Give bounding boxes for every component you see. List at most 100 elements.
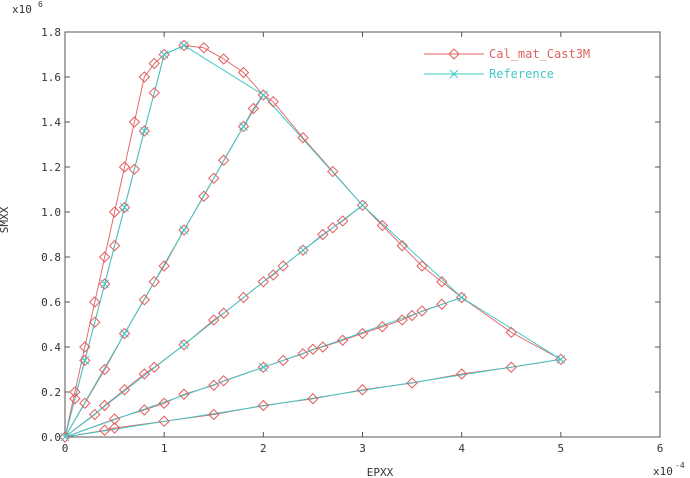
diamond-marker: [98, 278, 111, 290]
diamond-marker: [307, 393, 319, 405]
diamond-marker: [69, 386, 81, 398]
diamond-marker: [208, 379, 220, 391]
diamond-marker: [416, 260, 428, 272]
x-tick-label: 3: [359, 442, 366, 455]
diamond-marker: [277, 260, 289, 272]
diamond-marker: [138, 125, 151, 137]
diamond-marker: [376, 321, 389, 333]
series-group: [64, 44, 562, 438]
y-tick-label: 1.6: [41, 71, 61, 84]
diamond-marker: [108, 206, 121, 218]
diamond-marker: [208, 172, 220, 184]
x-tick-label: 5: [558, 442, 565, 455]
diamond-marker: [138, 71, 151, 83]
series-line: [64, 54, 165, 438]
diamond-marker: [406, 377, 418, 389]
diamond-marker: [455, 291, 468, 304]
diamond-marker: [217, 375, 230, 387]
diamond-marker: [237, 291, 250, 304]
diamond-marker: [158, 415, 170, 427]
y-multiplier-base: x10: [12, 3, 32, 16]
diamond-marker: [237, 66, 250, 79]
diamond-marker: [158, 48, 170, 61]
diamond-marker: [257, 361, 270, 373]
diamond-marker: [89, 408, 101, 421]
diamond-marker: [356, 199, 369, 211]
diamond-marker: [89, 316, 101, 328]
legend-label-reference: Reference: [489, 67, 554, 81]
x-tick-label: 4: [458, 442, 465, 455]
diamond-marker: [98, 399, 111, 412]
diamond-marker: [327, 222, 339, 234]
diamond-marker: [317, 341, 329, 353]
legend-marker-diamond: [448, 48, 460, 60]
diamond-marker: [217, 53, 230, 65]
diamond-marker: [128, 116, 141, 128]
diamond-marker: [356, 327, 369, 340]
diamond-marker: [257, 399, 270, 412]
series-markers: [59, 39, 567, 443]
cross-marker: [179, 225, 189, 235]
diamond-marker: [108, 422, 121, 434]
y-multiplier: x10 6: [12, 0, 43, 16]
diamond-marker: [208, 314, 220, 326]
x-tick-label: 2: [260, 442, 267, 455]
diamond-marker: [79, 341, 91, 353]
diamond-marker: [297, 244, 309, 256]
cross-marker: [120, 203, 129, 212]
diamond-marker: [356, 384, 369, 396]
diamond-marker: [247, 102, 260, 115]
diamond-marker: [198, 190, 210, 202]
diamond-marker: [118, 384, 131, 396]
diamond-marker: [98, 424, 111, 436]
diamond-marker: [108, 240, 121, 252]
diamond-marker: [118, 201, 131, 214]
x-multiplier-exponent: -4: [675, 461, 685, 470]
diamond-marker: [297, 348, 309, 360]
cross-marker: [457, 293, 467, 302]
diamond-marker: [118, 161, 131, 173]
axis-ticks: 0 1 2 3 4 5 6 0.0 0.2 0.4 0.6 0.8 1.0 1.2 1.4 1.6 1.8: [41, 26, 663, 455]
cross-marker: [358, 200, 367, 210]
legend: Cal_mat_Cast3M Reference: [424, 47, 590, 81]
cross-marker: [159, 50, 169, 59]
diamond-marker: [108, 413, 121, 425]
diamond-marker: [89, 296, 101, 308]
y-tick-label: 0.0: [41, 431, 61, 444]
diamond-marker: [416, 305, 428, 317]
diamond-marker: [277, 354, 289, 367]
cross-marker: [120, 329, 129, 338]
diamond-marker: [336, 334, 349, 346]
diamond-marker: [158, 260, 170, 272]
diamond-marker: [406, 309, 418, 322]
diamond-marker: [217, 307, 230, 319]
cross-marker: [449, 69, 459, 79]
diamond-marker: [178, 39, 190, 52]
diamond-marker: [98, 251, 111, 263]
cross-marker: [298, 245, 308, 255]
diamond-marker: [237, 120, 250, 133]
cross-marker: [60, 432, 70, 442]
x-tick-label: 6: [657, 442, 664, 455]
diamond-marker: [376, 219, 389, 232]
diamond-marker: [257, 89, 270, 101]
y-tick-label: 1.8: [41, 26, 61, 39]
diamond-marker: [138, 294, 151, 306]
diamond-marker: [118, 327, 131, 340]
series-line: [183, 45, 562, 360]
diamond-marker: [148, 87, 160, 99]
diamond-marker: [267, 96, 279, 108]
y-tick-label: 0.2: [41, 386, 61, 399]
diamond-marker: [138, 404, 151, 416]
diamond-marker: [396, 314, 408, 326]
y-tick-label: 0.6: [41, 296, 61, 309]
diamond-marker: [505, 326, 517, 339]
cross-marker: [179, 41, 189, 50]
diamond-marker: [178, 339, 190, 351]
diamond-marker: [178, 224, 190, 236]
diamond-marker: [555, 353, 567, 366]
diamond-marker: [148, 361, 160, 373]
cross-marker: [100, 279, 110, 289]
diamond-marker: [317, 228, 329, 241]
